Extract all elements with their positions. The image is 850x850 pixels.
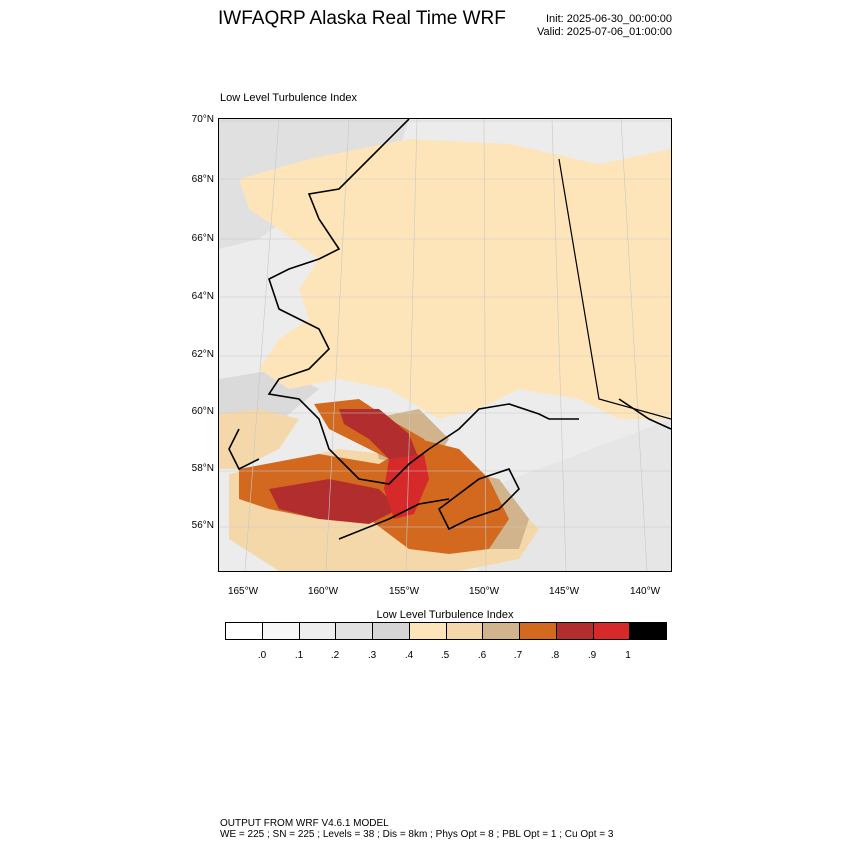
borders xyxy=(558,158,671,420)
plot-title: IWFAQRP Alaska Real Time WRF xyxy=(218,8,506,29)
shade-extreme-core xyxy=(384,454,429,519)
colorbar-label: .1 xyxy=(294,650,304,661)
coastline xyxy=(228,119,671,540)
model-info-line-2: WE = 225 ; SN = 225 ; Levels = 38 ; Dis … xyxy=(220,829,614,840)
colorbar-label: .3 xyxy=(367,650,377,661)
colorbar-swatch xyxy=(520,623,557,639)
colorbar-label: .8 xyxy=(550,650,560,661)
colorbar-swatch xyxy=(299,623,337,639)
colorbar-swatch xyxy=(226,623,263,639)
colorbar-swatch xyxy=(262,623,300,639)
colorbar-swatch xyxy=(556,623,594,639)
colorbar-swatch xyxy=(446,623,484,639)
graticule xyxy=(219,119,671,571)
shade-severe-north xyxy=(339,409,419,464)
lat-label-64n: 64°N xyxy=(191,291,214,302)
colorbar-label: .2 xyxy=(330,650,340,661)
colorbar-swatch xyxy=(409,623,447,639)
colorbar xyxy=(225,622,667,640)
colorbar-swatch xyxy=(483,623,520,639)
lon-label-155w: 155°W xyxy=(388,586,420,597)
shade-severe-west xyxy=(269,479,399,524)
colorbar-label: 1 xyxy=(625,650,631,661)
colorbar-swatch xyxy=(336,623,373,639)
map-panel xyxy=(218,118,672,572)
lon-label-160w: 160°W xyxy=(307,586,339,597)
lat-label-68n: 68°N xyxy=(191,174,214,185)
lat-label-66n: 66°N xyxy=(191,233,214,244)
colorbar-swatch xyxy=(593,623,631,639)
model-info-line-1: OUTPUT FROM WRF V4.6.1 MODEL xyxy=(220,818,389,829)
colorbar-swatch xyxy=(630,623,666,639)
lat-label-58n: 58°N xyxy=(191,463,214,474)
colorbar-label: .9 xyxy=(587,650,597,661)
colorbar-label: .4 xyxy=(404,650,414,661)
panel-title: Low Level Turbulence Index xyxy=(220,92,357,104)
lat-label-60n: 60°N xyxy=(191,406,214,417)
shade-interior xyxy=(239,139,671,419)
colorbar-label: .5 xyxy=(440,650,450,661)
colorbar-label: .0 xyxy=(257,650,267,661)
lat-label-56n: 56°N xyxy=(191,520,214,531)
lon-label-150w: 150°W xyxy=(468,586,500,597)
lat-label-62n: 62°N xyxy=(191,349,214,360)
lon-label-140w: 140°W xyxy=(629,586,661,597)
turbulence-map xyxy=(219,119,671,571)
lon-label-165w: 165°W xyxy=(227,586,259,597)
colorbar-label: .7 xyxy=(513,650,523,661)
valid-time: Valid: 2025-07-06_01:00:00 xyxy=(537,26,672,38)
colorbar-label: .6 xyxy=(477,650,487,661)
lon-label-145w: 145°W xyxy=(548,586,580,597)
init-time: Init: 2025-06-30_00:00:00 xyxy=(546,13,672,25)
colorbar-swatch xyxy=(373,623,410,639)
colorbar-title: Low Level Turbulence Index xyxy=(376,609,514,621)
shade-bristol xyxy=(219,409,299,469)
lat-label-70n: 70°N xyxy=(191,114,214,125)
